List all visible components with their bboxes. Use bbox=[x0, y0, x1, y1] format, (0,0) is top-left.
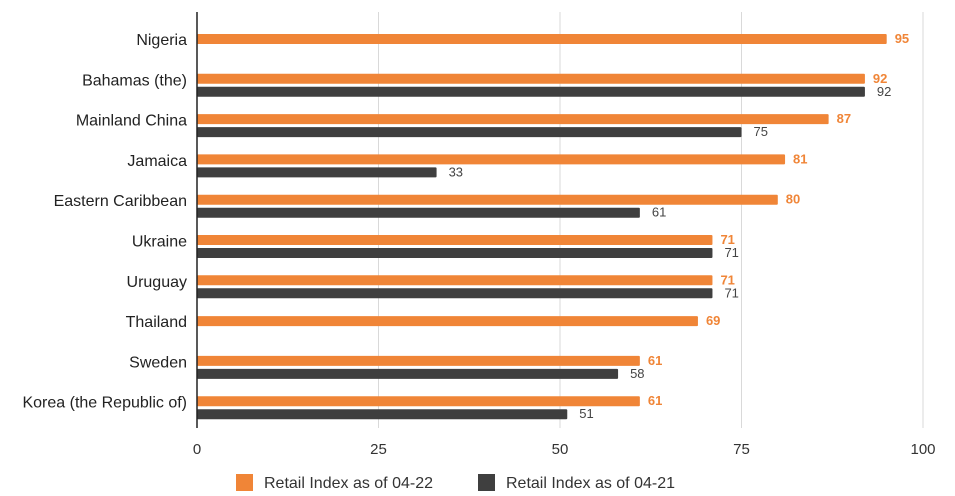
bar-series-04-21 bbox=[197, 248, 713, 258]
bar-series-04-22 bbox=[197, 73, 865, 84]
data-label-04-21: 33 bbox=[449, 164, 463, 179]
x-tick-label: 0 bbox=[193, 441, 201, 458]
data-label-04-21: 51 bbox=[579, 406, 593, 421]
bar-series-04-21 bbox=[197, 167, 437, 178]
category-label: Korea (the Republic of) bbox=[22, 395, 187, 412]
x-tick-label: 75 bbox=[733, 441, 750, 458]
data-label-04-21: 92 bbox=[877, 84, 891, 99]
bar-series-04-22 bbox=[197, 114, 829, 125]
category-label: Mainland China bbox=[76, 113, 187, 130]
bar-series-04-22 bbox=[197, 396, 640, 407]
bar-series-04-22 bbox=[197, 194, 778, 205]
category-label: Nigeria bbox=[136, 32, 187, 49]
data-label-04-21: 75 bbox=[754, 124, 768, 139]
data-label-04-22: 71 bbox=[720, 232, 734, 247]
bar-series-04-22 bbox=[197, 316, 698, 327]
bar-series-04-21 bbox=[197, 127, 742, 138]
category-label: Eastern Caribbean bbox=[54, 193, 187, 210]
category-label: Jamaica bbox=[127, 153, 187, 170]
data-label-04-22: 92 bbox=[873, 71, 887, 86]
legend-swatch bbox=[478, 474, 495, 491]
bar-series-04-22 bbox=[197, 34, 887, 44]
data-label-04-21: 71 bbox=[724, 245, 738, 260]
bar-series-04-21 bbox=[197, 368, 619, 379]
data-label-04-22: 61 bbox=[648, 393, 662, 408]
data-label-04-22: 81 bbox=[793, 151, 807, 166]
data-label-04-22: 61 bbox=[648, 353, 662, 368]
bar-series-04-22 bbox=[197, 275, 713, 286]
category-label: Bahamas (the) bbox=[82, 72, 187, 89]
bar-series-04-21 bbox=[197, 86, 865, 97]
data-label-04-22: 80 bbox=[786, 192, 800, 207]
data-label-04-22: 95 bbox=[895, 31, 909, 46]
data-label-04-21: 61 bbox=[652, 205, 666, 220]
category-label: Uruguay bbox=[127, 274, 187, 291]
legend-label: Retail Index as of 04-22 bbox=[264, 475, 433, 492]
x-tick-label: 25 bbox=[370, 441, 387, 458]
data-label-04-22: 71 bbox=[720, 272, 734, 287]
x-tick-label: 100 bbox=[910, 441, 935, 458]
legend-swatch bbox=[236, 474, 253, 491]
data-label-04-22: 69 bbox=[706, 313, 720, 328]
legend-label: Retail Index as of 04-21 bbox=[506, 475, 675, 492]
data-label-04-21: 58 bbox=[630, 366, 644, 381]
bar-series-04-21 bbox=[197, 288, 713, 299]
data-label-04-22: 87 bbox=[837, 111, 851, 126]
category-label: Ukraine bbox=[132, 234, 187, 251]
category-label: Sweden bbox=[129, 354, 187, 371]
x-tick-label: 50 bbox=[552, 441, 569, 458]
bar-series-04-22 bbox=[197, 355, 640, 366]
bar-series-04-22 bbox=[197, 235, 713, 245]
bar-series-04-21 bbox=[197, 409, 568, 420]
bar-series-04-21 bbox=[197, 207, 640, 218]
bar-series-04-22 bbox=[197, 154, 786, 165]
category-label: Thailand bbox=[126, 314, 187, 331]
data-label-04-21: 71 bbox=[724, 285, 738, 300]
